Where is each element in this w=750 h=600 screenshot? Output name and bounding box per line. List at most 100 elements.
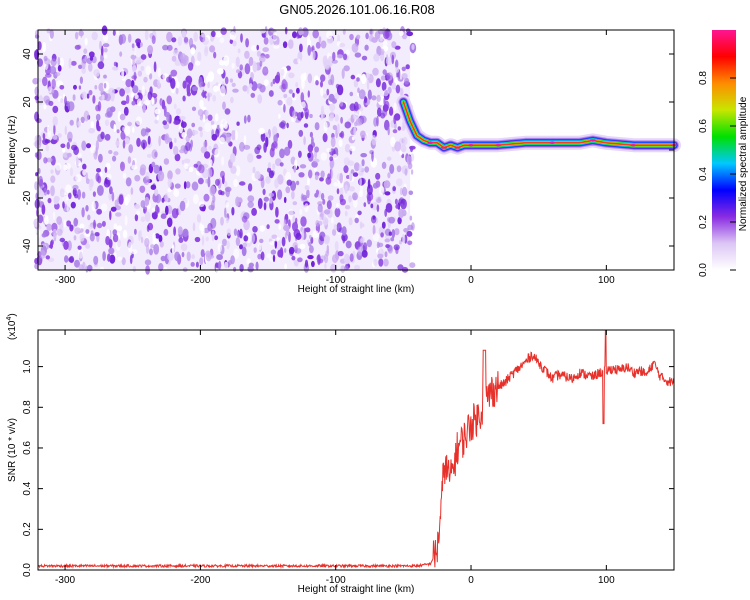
ridge-peak xyxy=(441,146,447,149)
noise-speckle xyxy=(111,191,115,202)
noise-speckle xyxy=(202,89,205,99)
snr-panel: -300 -200 -100 0 100 0.0 0.2 0.4 0.6 0.8 1.0 Heig… xyxy=(6,313,675,595)
noise-speckle xyxy=(371,37,378,43)
noise-speckle xyxy=(140,164,147,173)
noise-speckle xyxy=(123,106,129,116)
noise-speckle xyxy=(366,239,372,248)
noise-speckle xyxy=(346,175,350,179)
noise-speckle xyxy=(307,34,310,45)
noise-speckle xyxy=(78,30,84,37)
noise-speckle xyxy=(127,121,132,127)
noise-speckle xyxy=(112,229,118,236)
noise-speckle xyxy=(344,265,349,271)
snr-y-ticks: 0.0 0.2 0.4 0.6 0.8 1.0 xyxy=(22,359,674,577)
noise-speckle xyxy=(297,257,303,263)
x-tick-label: -200 xyxy=(190,275,210,286)
noise-speckle xyxy=(130,92,135,98)
noise-speckle xyxy=(149,73,153,80)
noise-speckle xyxy=(224,181,228,188)
noise-speckle xyxy=(263,202,267,211)
noise-speckle xyxy=(341,233,348,242)
noise-speckle xyxy=(272,31,278,42)
noise-speckle xyxy=(357,87,360,93)
noise-speckle xyxy=(98,153,103,163)
noise-speckle xyxy=(201,207,206,212)
noise-speckle xyxy=(81,58,86,70)
noise-speckle xyxy=(278,122,286,128)
noise-speckle xyxy=(198,201,205,208)
noise-speckle xyxy=(349,33,354,41)
noise-speckle xyxy=(320,152,328,161)
noise-speckle xyxy=(115,62,119,68)
noise-speckle xyxy=(68,138,72,143)
noise-speckle xyxy=(381,161,387,169)
noise-speckle xyxy=(81,207,85,218)
noise-speckle xyxy=(291,255,296,261)
noise-speckle xyxy=(100,203,108,212)
noise-speckle xyxy=(64,125,68,135)
noise-speckle xyxy=(402,186,408,197)
noise-speckle xyxy=(200,146,208,154)
noise-speckle xyxy=(131,100,136,106)
noise-speckle xyxy=(288,39,294,49)
noise-speckle xyxy=(43,187,48,196)
noise-speckle xyxy=(102,251,106,262)
noise-speckle xyxy=(144,259,152,266)
noise-speckle xyxy=(312,230,320,238)
noise-speckle xyxy=(246,86,250,94)
noise-speckle xyxy=(170,69,178,77)
noise-speckle xyxy=(341,226,347,236)
noise-speckle xyxy=(323,93,328,99)
noise-speckle xyxy=(86,143,91,149)
noise-speckle xyxy=(285,186,291,194)
noise-speckle xyxy=(400,144,407,153)
noise-speckle xyxy=(334,240,339,252)
noise-speckle xyxy=(199,114,203,121)
noise-speckle xyxy=(275,206,279,218)
noise-speckle xyxy=(171,244,175,254)
noise-speckle xyxy=(389,164,395,174)
noise-speckle xyxy=(81,191,86,199)
noise-speckle xyxy=(160,213,167,219)
noise-speckle xyxy=(284,213,289,220)
noise-speckle xyxy=(173,103,177,110)
noise-speckle xyxy=(404,168,408,176)
noise-speckle xyxy=(190,262,195,267)
noise-speckle xyxy=(128,144,133,154)
noise-speckle xyxy=(248,262,254,268)
noise-speckle xyxy=(256,50,261,57)
noise-speckle xyxy=(121,68,125,79)
spectrogram-y-label: Frequency (Hz) xyxy=(7,116,18,185)
noise-speckle xyxy=(66,220,72,227)
noise-speckle xyxy=(361,55,368,61)
noise-speckle xyxy=(381,81,387,92)
x-tick-label: 100 xyxy=(598,575,615,586)
noise-speckle xyxy=(108,247,115,255)
noise-speckle xyxy=(67,101,75,112)
noise-speckle xyxy=(270,81,273,87)
noise-speckle xyxy=(150,184,157,190)
noise-speckle xyxy=(50,240,53,249)
noise-speckle xyxy=(247,266,254,273)
noise-speckle xyxy=(174,59,181,66)
noise-speckle xyxy=(176,81,180,89)
noise-speckle xyxy=(322,217,329,226)
noise-speckle xyxy=(153,61,157,73)
noise-speckle xyxy=(225,201,229,208)
noise-speckle xyxy=(343,253,350,265)
noise-speckle xyxy=(249,83,253,88)
noise-speckle xyxy=(320,170,325,179)
noise-speckle xyxy=(115,140,120,147)
noise-speckle xyxy=(307,255,314,260)
noise-speckle xyxy=(336,84,344,96)
noise-speckle xyxy=(337,123,340,135)
noise-speckle xyxy=(339,42,346,48)
noise-speckle xyxy=(53,195,59,205)
noise-speckle xyxy=(77,245,82,250)
noise-speckle xyxy=(376,241,380,249)
noise-speckle xyxy=(311,136,314,145)
noise-speckle xyxy=(43,55,48,62)
noise-speckle xyxy=(263,79,269,86)
ridge-peak xyxy=(630,144,637,147)
noise-speckle xyxy=(367,178,371,189)
